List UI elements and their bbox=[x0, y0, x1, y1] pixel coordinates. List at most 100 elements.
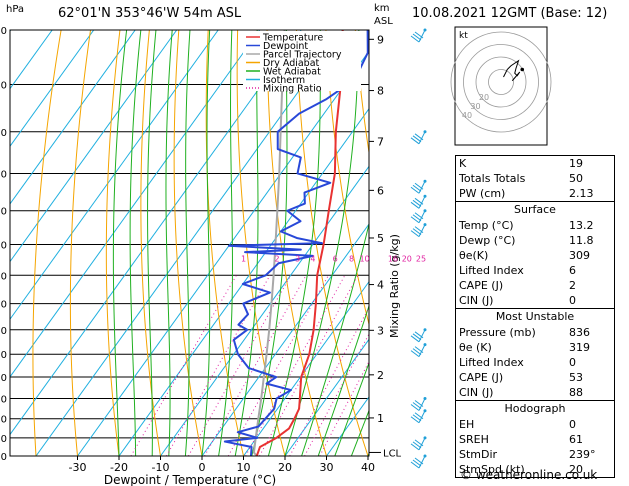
pressure-tick-label: 850 bbox=[0, 394, 7, 405]
wet-adiabat-line bbox=[301, 221, 369, 456]
dewpoint-line bbox=[223, 30, 369, 456]
mixing-ratio-line bbox=[187, 275, 292, 456]
wet-adiabat-line bbox=[112, 30, 128, 456]
wind-barb-flag bbox=[414, 400, 424, 407]
most-unstable-value: 0 bbox=[569, 356, 576, 369]
x-tick-label: 10 bbox=[237, 461, 251, 474]
hodograph-trace bbox=[503, 59, 521, 82]
dry-adiabat-line bbox=[105, 30, 121, 456]
x-axis-label: Dewpoint / Temperature (°C) bbox=[104, 473, 276, 486]
wind-barb-flag bbox=[412, 184, 422, 192]
wind-barbs bbox=[410, 28, 427, 469]
x-tick-label: -20 bbox=[110, 461, 128, 474]
surface-value: 11.8 bbox=[569, 234, 594, 247]
dry-adiabat-line bbox=[354, 30, 369, 156]
km-tick-label: 2 bbox=[377, 369, 384, 382]
wind-barb-flag bbox=[412, 214, 422, 222]
isotherm-line bbox=[10, 30, 95, 148]
general-index-row: Totals Totals 50 bbox=[456, 171, 614, 186]
wind-barb-flag bbox=[414, 439, 424, 447]
hodograph-stat-row: SREH 61 bbox=[456, 432, 614, 447]
wind-barb bbox=[418, 131, 426, 145]
wind-barb-flag bbox=[410, 201, 420, 209]
surface-row: CIN (J) 0 bbox=[456, 293, 614, 308]
dry-adiabat-line bbox=[32, 30, 62, 456]
surface-label: θe(K) bbox=[459, 249, 489, 262]
dry-adiabat-line bbox=[205, 30, 244, 456]
wet-adiabat-line bbox=[234, 30, 259, 456]
hodograph-stat-row: StmDir 239° bbox=[456, 447, 614, 462]
hodograph-stat-label: EH bbox=[459, 418, 475, 431]
isotherm-line bbox=[10, 30, 136, 205]
hodograph-stat-row: EH 0 bbox=[456, 417, 614, 432]
km-tick-label: 9 bbox=[377, 33, 384, 46]
wind-barb-flag bbox=[412, 441, 422, 449]
wet-adiabat-line bbox=[317, 304, 369, 456]
wind-barb-flag bbox=[414, 182, 424, 190]
isotherm-line bbox=[35, 30, 344, 456]
general-index-label: PW (cm) bbox=[459, 187, 506, 200]
dry-adiabat-line bbox=[140, 30, 161, 456]
wind-barb-flag bbox=[410, 216, 420, 224]
most-unstable-label: CIN (J) bbox=[459, 386, 494, 399]
isotherm-line bbox=[10, 30, 53, 90]
pressure-tick-label: 750 bbox=[0, 350, 7, 361]
wind-barb bbox=[418, 437, 426, 451]
hodograph-ring bbox=[488, 69, 514, 95]
location-label: 62°01'N 353°46'W 54m ASL bbox=[58, 6, 242, 21]
isotherm-line bbox=[10, 30, 178, 263]
isotherm-line bbox=[284, 338, 369, 456]
surface-row: Dewp (°C) 11.8 bbox=[456, 233, 614, 248]
km-tick-label: 7 bbox=[377, 135, 384, 148]
km-tick-label: 6 bbox=[377, 184, 384, 197]
dry-adiabat-line bbox=[266, 30, 327, 456]
surface-value: 13.2 bbox=[569, 219, 594, 232]
wind-barb-flag bbox=[410, 230, 420, 238]
mixing-ratio-value-label: 10 bbox=[359, 254, 369, 263]
storm-motion-marker bbox=[520, 67, 525, 72]
pressure-tick-label: 400 bbox=[0, 128, 7, 139]
most-unstable-row: CAPE (J) 53 bbox=[456, 370, 614, 385]
wet-adiabat-line bbox=[184, 30, 191, 456]
pressure-tick-label: 1000 bbox=[0, 452, 7, 463]
general-index-value: 2.13 bbox=[569, 187, 594, 200]
wind-barb-dot bbox=[423, 328, 427, 332]
pressure-tick-label: 600 bbox=[0, 271, 7, 282]
credit-label: © weatheronline.co.uk bbox=[460, 468, 598, 482]
wind-barb-dot bbox=[423, 179, 427, 183]
most-unstable-value: 319 bbox=[569, 341, 590, 354]
wind-barb-flag bbox=[414, 197, 424, 205]
most-unstable-row: θe (K) 319 bbox=[456, 340, 614, 355]
wet-adiabat-line bbox=[201, 30, 211, 456]
wind-barb-flag bbox=[410, 416, 420, 424]
wind-barb-dot bbox=[423, 223, 427, 227]
wind-barb-flag bbox=[410, 335, 420, 343]
pressure-tick-label: 500 bbox=[0, 207, 7, 218]
mixing-ratio-value-label: 4 bbox=[310, 254, 315, 263]
plot-frame bbox=[9, 29, 370, 457]
wind-barb bbox=[418, 29, 426, 43]
wind-barb-flag bbox=[414, 31, 424, 39]
wind-barb-flag bbox=[412, 228, 422, 236]
general-index-value: 50 bbox=[569, 172, 583, 185]
surface-row: θe(K) 309 bbox=[456, 248, 614, 263]
hodograph-stat-value: 20 bbox=[569, 463, 583, 476]
hodograph-ring-label: 20 bbox=[479, 93, 489, 102]
hodograph-stat-value: 239° bbox=[569, 448, 596, 461]
wind-barb-dot bbox=[423, 209, 427, 213]
wind-barb-flag bbox=[410, 186, 420, 194]
isotherm-line bbox=[201, 223, 369, 456]
wind-barb bbox=[418, 329, 426, 343]
surface-value: 6 bbox=[569, 264, 576, 277]
x-tick-label: 30 bbox=[320, 461, 334, 474]
pressure-tick-label: 450 bbox=[0, 169, 7, 180]
wind-barb-dot bbox=[423, 130, 427, 134]
x-tick-label: 20 bbox=[278, 461, 292, 474]
wet-adiabat-line bbox=[267, 30, 321, 456]
hodograph-stat-label: StmDir bbox=[459, 448, 498, 461]
wind-barb-flag bbox=[414, 457, 424, 465]
height-unit-km: km bbox=[374, 3, 390, 14]
legend-label: Dewpoint bbox=[263, 41, 308, 52]
